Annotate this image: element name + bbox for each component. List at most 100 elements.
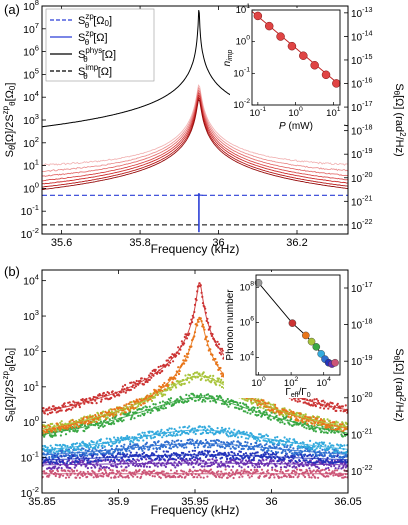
spectrum-data-point bbox=[253, 468, 256, 471]
spectrum-data-point bbox=[185, 337, 189, 340]
spectrum-data-point bbox=[211, 431, 214, 434]
inset-b-background bbox=[224, 272, 344, 398]
spectrum-data-point bbox=[297, 419, 300, 422]
spectrum-data-point bbox=[111, 390, 114, 393]
spectrum-data-point bbox=[288, 437, 291, 440]
spectrum-data-point bbox=[256, 404, 259, 407]
spectrum-data-point bbox=[295, 452, 299, 455]
spectrum-data-point bbox=[164, 393, 167, 396]
spectrum-data-point bbox=[166, 450, 170, 453]
spectrum-data-point bbox=[271, 451, 275, 455]
spectrum-data-point bbox=[280, 461, 283, 464]
spectrum-data-point bbox=[207, 378, 210, 381]
spectrum-data-point bbox=[107, 475, 110, 478]
spectrum-data-point bbox=[148, 430, 151, 433]
spectrum-data-point bbox=[193, 458, 197, 461]
spectrum-data-point bbox=[237, 445, 240, 449]
spectrum-data-point bbox=[186, 426, 189, 429]
spectrum-data-point bbox=[101, 394, 104, 397]
spectrum-data-point bbox=[60, 445, 63, 448]
spectrum-data-point bbox=[128, 436, 131, 439]
spectrum-data-point bbox=[272, 411, 275, 414]
spectrum-data-point bbox=[191, 457, 194, 460]
spectrum-data-point bbox=[57, 466, 60, 469]
spectrum-data-point bbox=[314, 405, 317, 408]
spectrum-data-point bbox=[169, 361, 172, 364]
spectrum-data-point bbox=[309, 461, 312, 464]
spectrum-data-point bbox=[140, 458, 143, 461]
spectrum-data-point bbox=[244, 440, 247, 444]
spectrum-data-point bbox=[149, 411, 152, 414]
spectrum-data-point bbox=[250, 433, 253, 436]
spectrum-data-point bbox=[248, 459, 251, 462]
spectrum-data-point bbox=[281, 451, 284, 454]
spectrum-data-point bbox=[241, 459, 244, 462]
spectrum-data-point bbox=[51, 469, 55, 472]
spectrum-data-point bbox=[171, 381, 174, 384]
spectrum-fit-line bbox=[42, 454, 348, 461]
spectrum-data-point bbox=[257, 413, 260, 417]
spectrum-data-point bbox=[109, 438, 112, 441]
spectrum-data-point bbox=[202, 459, 205, 462]
spectrum-data-point bbox=[159, 430, 162, 433]
spectrum-data-point bbox=[199, 476, 202, 479]
spectrum-data-point bbox=[220, 378, 223, 381]
spectrum-data-point bbox=[145, 441, 148, 444]
spectrum-data-point bbox=[56, 422, 59, 425]
spectrum-data-point bbox=[74, 429, 77, 432]
spectrum-data-point bbox=[166, 455, 169, 459]
spectrum-data-point bbox=[322, 441, 326, 444]
spectrum-data-point bbox=[239, 461, 242, 464]
spectrum-data-point bbox=[290, 398, 293, 401]
spectrum-data-point bbox=[141, 449, 144, 452]
y-tick-label-left: 102 bbox=[23, 135, 39, 150]
spectrum-data-point bbox=[183, 355, 186, 358]
spectrum-data-point bbox=[102, 420, 105, 423]
spectrum-data-point bbox=[312, 402, 315, 405]
spectrum-data-point bbox=[96, 453, 99, 456]
spectrum-data-point bbox=[127, 402, 130, 405]
spectrum-data-point bbox=[83, 424, 87, 427]
spectrum-data-point bbox=[265, 474, 268, 477]
spectrum-data-point bbox=[230, 469, 233, 472]
y-tick-label-left: 102 bbox=[23, 343, 39, 358]
spectrum-data-point bbox=[115, 466, 119, 469]
spectrum-data-point bbox=[240, 466, 243, 469]
spectrum-data-point bbox=[290, 443, 293, 446]
y-tick-label-left: 104 bbox=[23, 273, 39, 288]
spectrum-data-point bbox=[335, 461, 338, 464]
spectrum-data-point bbox=[260, 468, 264, 471]
spectrum-data-point bbox=[117, 420, 120, 423]
spectrum-data-point bbox=[122, 390, 125, 393]
panel-a-xlabel: Frequency (kHz) bbox=[151, 242, 240, 256]
spectrum-data-point bbox=[160, 392, 163, 396]
spectrum-data-point bbox=[279, 468, 283, 471]
spectrum-data-point bbox=[59, 443, 62, 447]
spectrum-data-point bbox=[100, 412, 103, 415]
spectrum-data-point bbox=[226, 476, 229, 479]
spectrum-data-point bbox=[211, 395, 214, 398]
spectrum-data-point bbox=[258, 476, 261, 479]
spectrum-data-point bbox=[298, 451, 301, 454]
spectrum-data-point bbox=[47, 424, 50, 427]
y-tick-label-right: 10-17 bbox=[351, 99, 373, 114]
spectrum-data-point bbox=[148, 405, 151, 408]
spectrum-data-point bbox=[153, 475, 156, 478]
spectrum-data-point bbox=[206, 475, 209, 478]
spectrum-data-point bbox=[197, 443, 200, 447]
spectrum-data-point bbox=[110, 444, 113, 447]
spectrum-data-point bbox=[250, 400, 253, 403]
spectrum-data-point bbox=[224, 427, 227, 430]
spectrum-data-point bbox=[148, 378, 151, 381]
spectrum-data-point bbox=[191, 439, 194, 442]
spectrum-data-point bbox=[75, 442, 79, 445]
spectrum-data-point bbox=[67, 448, 71, 451]
spectrum-data-point bbox=[191, 427, 194, 430]
spectrum-data-point bbox=[188, 425, 191, 428]
spectrum-data-point bbox=[152, 447, 155, 450]
spectrum-data-point bbox=[42, 407, 45, 410]
spectrum-data-point bbox=[322, 399, 325, 402]
spectrum-data-point bbox=[183, 446, 186, 449]
spectrum-data-point bbox=[153, 469, 156, 472]
